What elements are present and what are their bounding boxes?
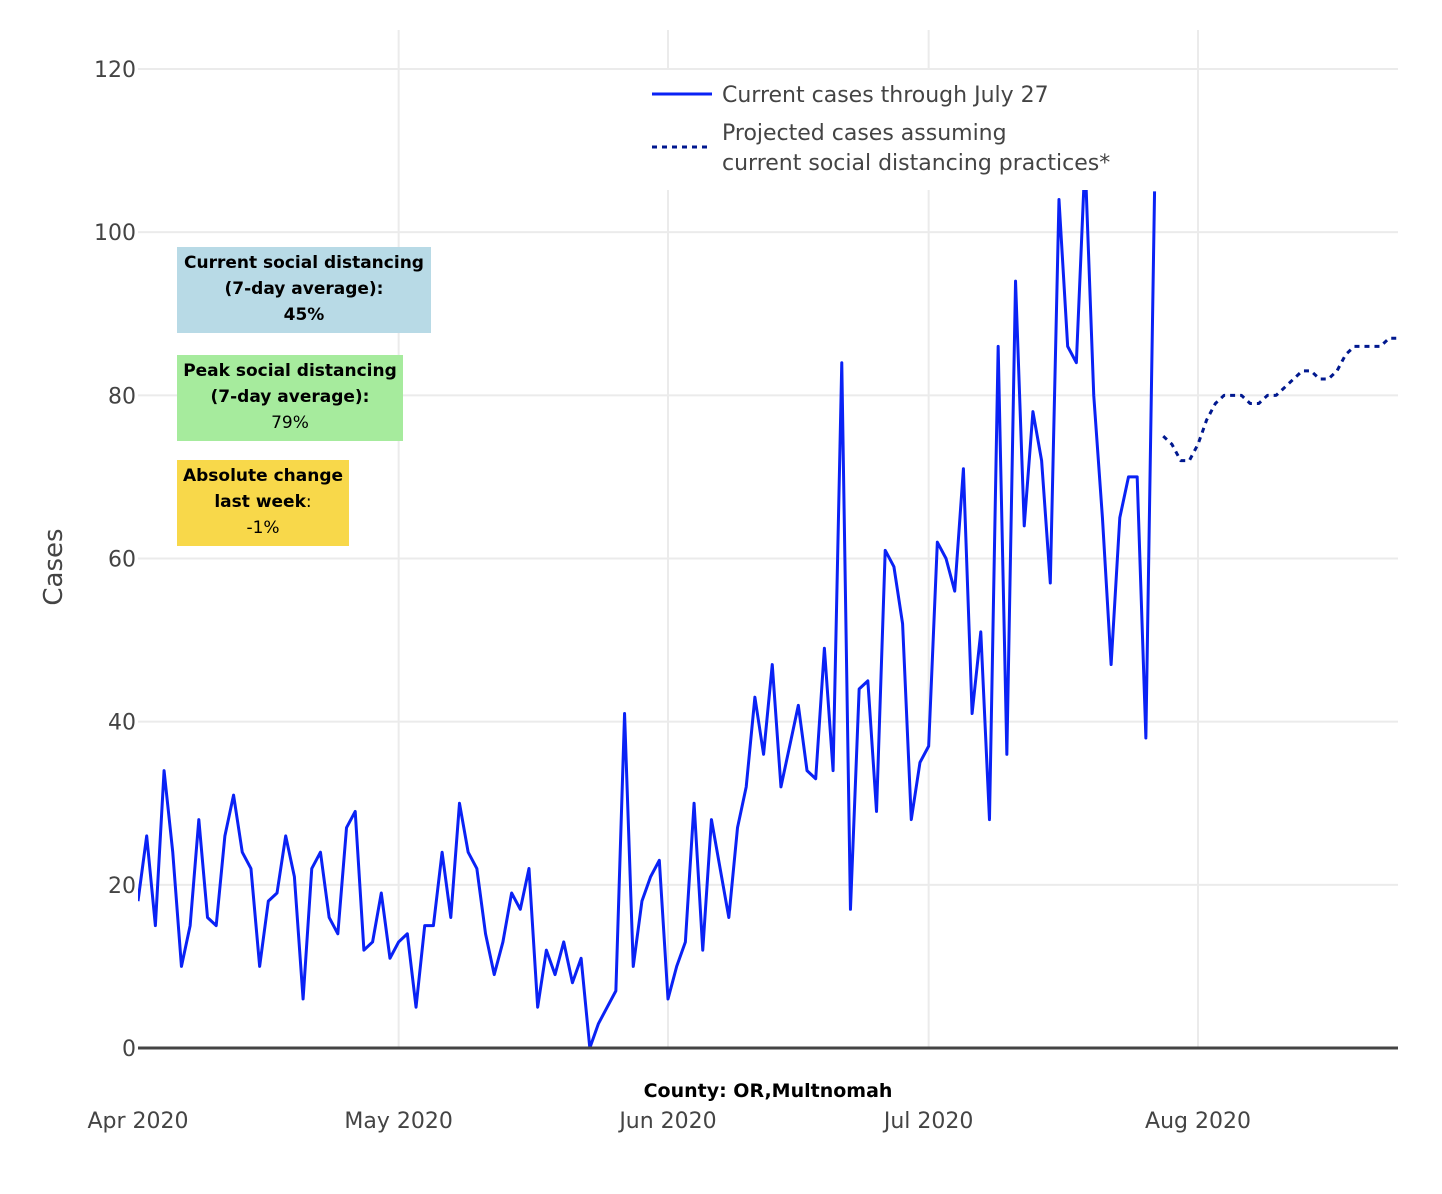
- series-current-cases-line: [138, 190, 1157, 1050]
- legend[interactable]: Current cases through July 27 Projected …: [640, 70, 1158, 190]
- x-tick-labels: Apr 2020 May 2020 Jun 2020 Jul 2020 Aug 2020: [87, 1109, 1251, 1134]
- legend-label-current-cases: Current cases through July 27: [722, 83, 1049, 108]
- peak-box-title-line2: (7-day average):: [210, 387, 370, 407]
- y-tick-label: 100: [94, 221, 136, 246]
- x-tick-label: Apr 2020: [87, 1109, 188, 1134]
- current-box-title-line1: Current social distancing: [184, 253, 424, 273]
- absolute-change-box: Absolute change last week: -1%: [177, 460, 349, 546]
- y-tick-labels: 0 20 40 60 80 100 120: [94, 58, 136, 1062]
- change-box-title-line1: Absolute change: [182, 466, 344, 486]
- legend-label-projected-line2: current social distancing practices*: [722, 151, 1110, 176]
- x-tick-label: Jun 2020: [617, 1109, 716, 1134]
- change-box-title-line2: last week: [214, 492, 306, 512]
- series-layer: [138, 190, 1398, 1050]
- y-tick-label: 0: [122, 1037, 136, 1062]
- x-tick-label: Jul 2020: [882, 1109, 974, 1134]
- series-projected-cases-line: [1162, 336, 1398, 463]
- change-box-title-suffix: :: [305, 492, 312, 512]
- legend-label-projected-line1: Projected cases assuming: [722, 121, 1007, 146]
- current-social-distancing-box: Current social distancing (7-day average…: [177, 247, 431, 333]
- y-tick-label: 40: [108, 711, 136, 736]
- legend-background: [640, 70, 1158, 190]
- peak-box-title-line1: Peak social distancing: [183, 361, 397, 381]
- current-box-value: 45%: [283, 305, 325, 325]
- y-axis-title: Cases: [39, 528, 69, 605]
- change-box-title-line2-wrap: last week:: [177, 489, 349, 515]
- peak-social-distancing-box: Peak social distancing (7-day average): …: [177, 355, 403, 441]
- x-tick-label: Aug 2020: [1145, 1109, 1251, 1134]
- x-gridlines: [397, 30, 1199, 1048]
- x-tick-label: May 2020: [344, 1109, 452, 1134]
- current-box-title-line2: (7-day average):: [224, 279, 384, 299]
- y-tick-label: 80: [108, 384, 136, 409]
- peak-box-value: 79%: [271, 413, 309, 433]
- y-tick-label: 60: [108, 548, 136, 573]
- y-tick-label: 120: [94, 58, 136, 83]
- change-box-value: -1%: [246, 518, 280, 538]
- y-tick-label: 20: [108, 874, 136, 899]
- county-label: County: OR,Multnomah: [644, 1080, 893, 1102]
